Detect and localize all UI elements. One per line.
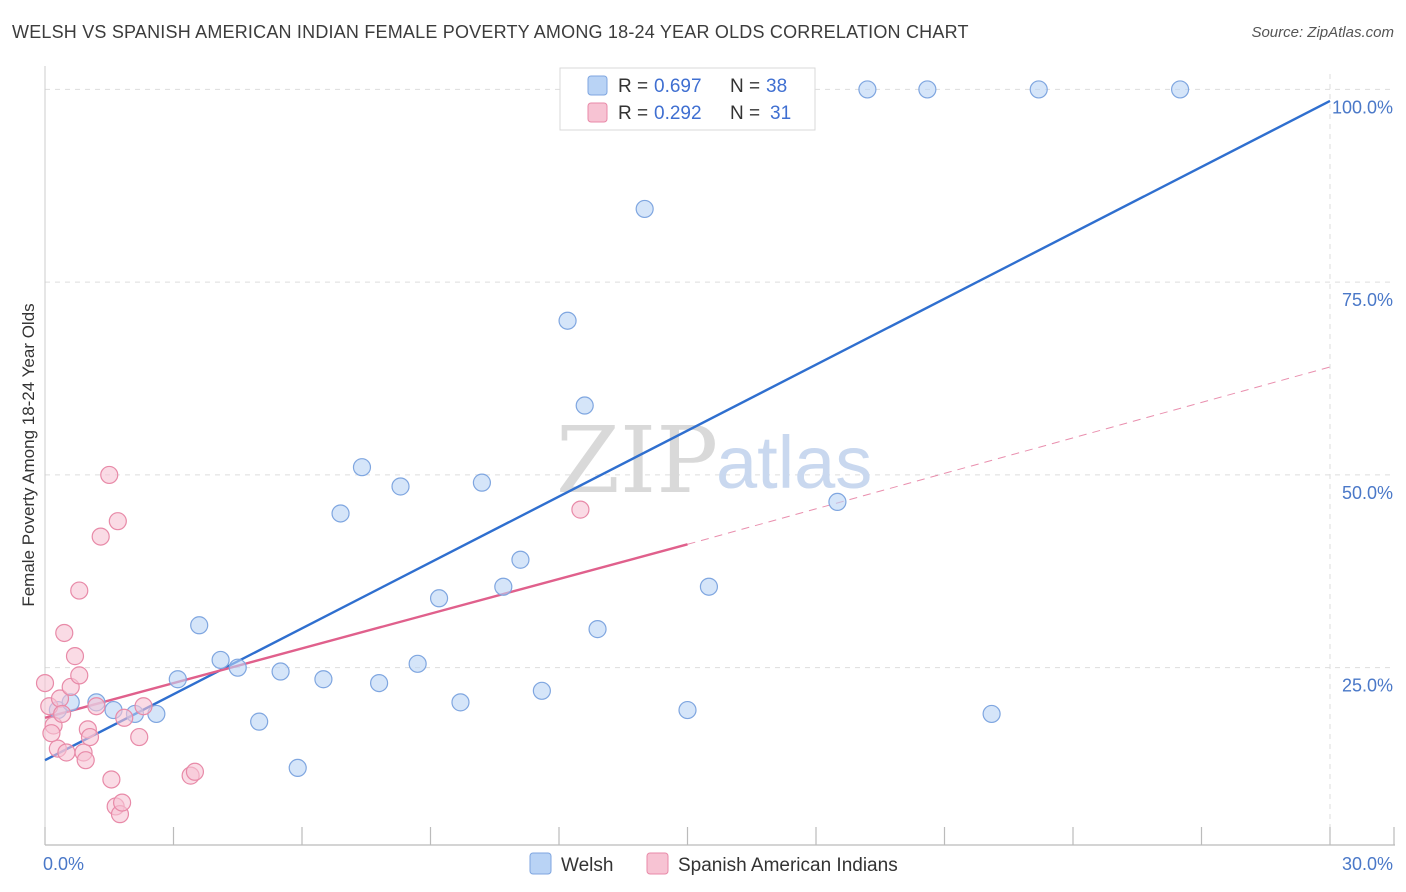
sai-point-24 xyxy=(115,708,134,727)
welsh-point-8 xyxy=(211,650,230,670)
sai-point-0 xyxy=(35,673,55,693)
grid-lines xyxy=(45,74,1395,845)
sai-point-5 xyxy=(53,704,72,724)
welsh-point-26 xyxy=(575,396,594,415)
data-points xyxy=(35,80,1190,824)
sai-point-25 xyxy=(130,727,149,747)
welsh-n-value: 38 xyxy=(766,76,787,97)
sai-point-26 xyxy=(134,697,153,716)
welsh-point-32 xyxy=(828,492,847,512)
sai-r-value: 0.292 xyxy=(654,103,702,124)
welsh-point-12 xyxy=(288,758,307,778)
sai-n-label: N = xyxy=(730,103,760,124)
sai-point-10 xyxy=(70,666,89,685)
series-legend: Welsh Spanish American Indians xyxy=(529,852,898,876)
legend-sai-swatch xyxy=(646,852,669,875)
trend-lines xyxy=(44,99,1331,762)
welsh-point-35 xyxy=(982,704,1001,724)
welsh-swatch xyxy=(587,75,608,96)
welsh-point-17 xyxy=(391,477,410,496)
sai-r-label: R = xyxy=(618,103,648,124)
sai-point-19 xyxy=(102,770,121,789)
welsh-point-10 xyxy=(250,712,269,731)
sai-point-11 xyxy=(70,581,89,600)
sai-point-29 xyxy=(571,500,590,519)
welsh-point-9 xyxy=(228,658,247,677)
sai-point-7 xyxy=(57,743,76,762)
tick-labels: 25.0% 50.0% 75.0% 100.0% 0.0% 30.0% xyxy=(43,97,1393,874)
y-tick-label-3: 100.0% xyxy=(1332,97,1393,117)
chart-title: WELSH VS SPANISH AMERICAN INDIAN FEMALE … xyxy=(12,22,969,42)
sai-point-30 xyxy=(42,724,61,743)
welsh-point-7 xyxy=(190,616,209,635)
watermark-atlas: atlas xyxy=(716,421,872,504)
sai-swatch xyxy=(587,102,608,123)
source-credit: Source: ZipAtlas.com xyxy=(1251,24,1394,41)
welsh-point-21 xyxy=(472,473,491,492)
sai-point-9 xyxy=(65,647,85,666)
welsh-point-28 xyxy=(635,199,654,219)
welsh-point-13 xyxy=(314,670,333,689)
welsh-point-6 xyxy=(168,670,187,689)
trend-line-0 xyxy=(44,99,1331,762)
sai-point-21 xyxy=(108,512,127,531)
welsh-n-label: N = xyxy=(730,76,760,97)
welsh-point-20 xyxy=(451,693,470,712)
welsh-point-15 xyxy=(352,458,372,477)
welsh-point-16 xyxy=(370,673,389,693)
sai-point-28 xyxy=(185,762,205,781)
watermark: ZIP atlas xyxy=(556,407,872,514)
welsh-point-19 xyxy=(429,589,449,608)
y-tick-label-1: 50.0% xyxy=(1342,483,1393,503)
welsh-point-14 xyxy=(331,504,350,523)
sai-point-17 xyxy=(91,527,110,546)
welsh-point-24 xyxy=(532,681,551,700)
trend-line-1 xyxy=(44,543,688,719)
legend-sai-label: Spanish American Indians xyxy=(678,855,898,876)
sai-n-value: 31 xyxy=(770,103,791,124)
welsh-point-11 xyxy=(271,662,290,681)
welsh-point-22 xyxy=(494,577,513,596)
sai-point-15 xyxy=(80,727,100,747)
x-tick-label-1: 30.0% xyxy=(1342,854,1393,874)
legend-welsh-label: Welsh xyxy=(561,855,613,876)
welsh-point-36 xyxy=(1029,80,1048,99)
welsh-r-value: 0.697 xyxy=(654,76,702,97)
y-tick-label-0: 25.0% xyxy=(1342,676,1393,696)
welsh-point-25 xyxy=(558,311,577,330)
welsh-point-33 xyxy=(858,80,877,99)
welsh-r-label: R = xyxy=(618,76,648,97)
welsh-point-27 xyxy=(588,620,607,639)
sai-point-6 xyxy=(55,623,74,643)
welsh-point-30 xyxy=(699,577,719,596)
welsh-point-23 xyxy=(511,550,530,569)
stats-legend: R = 0.697 N = 38 R = 0.292 N = 31 xyxy=(559,67,816,131)
y-axis-label: Female Poverty Among 18-24 Year Olds xyxy=(19,303,38,606)
sai-point-13 xyxy=(76,751,95,770)
legend-welsh-swatch xyxy=(529,852,552,875)
x-tick-label-0: 0.0% xyxy=(43,854,84,874)
sai-point-16 xyxy=(87,697,106,716)
welsh-point-37 xyxy=(1170,80,1190,99)
sai-point-23 xyxy=(112,793,132,812)
y-tick-label-2: 75.0% xyxy=(1342,290,1393,310)
watermark-zip: ZIP xyxy=(556,407,718,514)
welsh-point-34 xyxy=(918,80,937,99)
axes xyxy=(44,66,1395,846)
welsh-point-29 xyxy=(678,700,697,720)
welsh-point-18 xyxy=(408,654,427,673)
sai-point-18 xyxy=(100,465,119,485)
